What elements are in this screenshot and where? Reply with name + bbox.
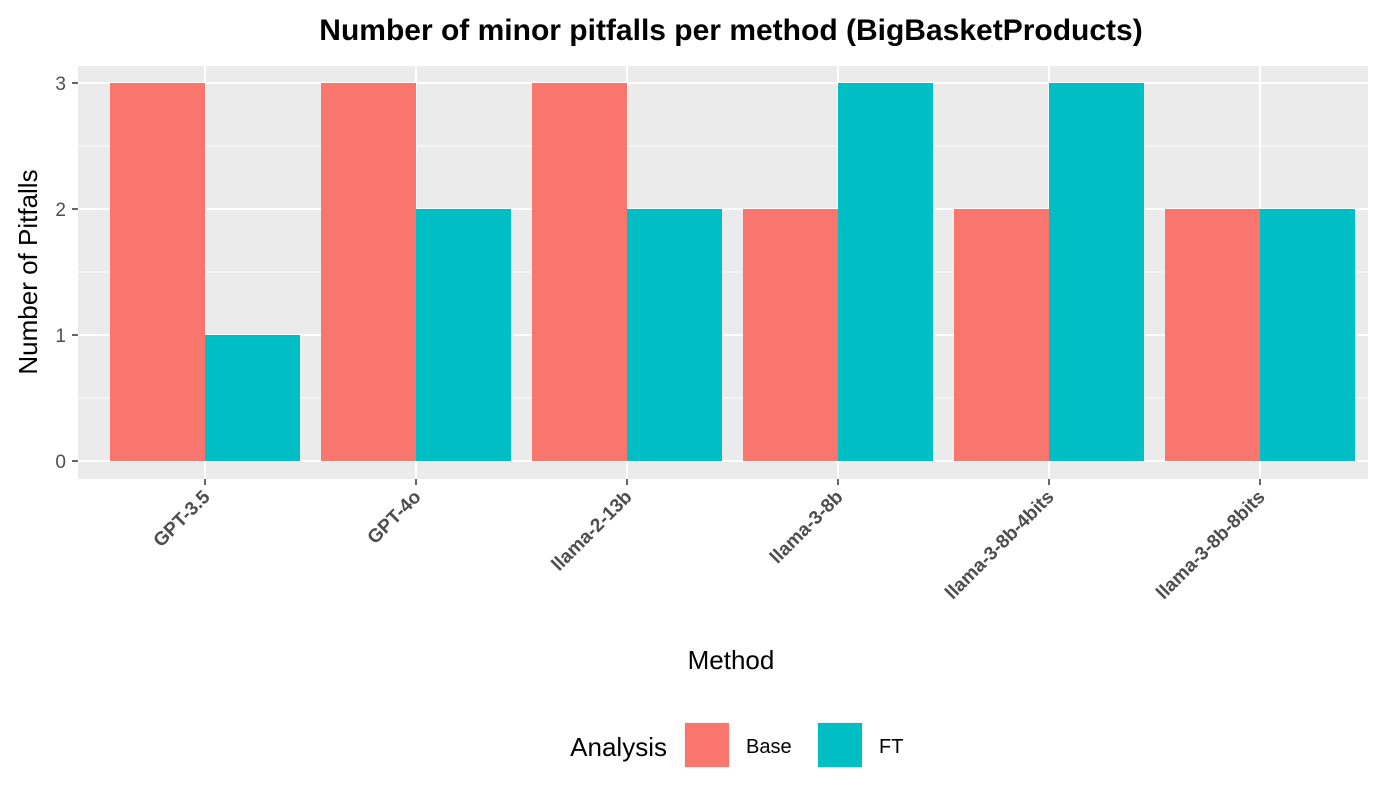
legend-title: Analysis [570,732,667,762]
bar-base-GPT-4o [321,83,416,461]
bar-base-GPT-3.5 [110,83,205,461]
bar-ft-GPT-4o [416,209,511,461]
x-tick-label: llama-2-13b [548,487,637,576]
legend-swatch-ft [818,723,862,767]
bar-ft-llama-2-13b [627,209,722,461]
y-tick-label: 0 [55,452,66,473]
bar-ft-llama-3-8b [838,83,933,461]
bars [110,83,1355,461]
legend-label-base: Base [746,736,792,758]
bar-ft-llama-3-8b-8bits [1260,209,1355,461]
legend: Analysis Base FT [570,722,903,768]
y-tick-label: 3 [55,74,66,95]
x-tick-label: GPT-3.5 [150,486,215,551]
x-axis: GPT-3.5 GPT-4o llama-2-13b llama-3-8b llama-… [150,479,1270,604]
x-tick-label: llama-3-8b-4bits [941,487,1058,604]
bar-ft-llama-3-8b-4bits [1049,83,1144,461]
x-tick-label: llama-3-8b [766,487,847,568]
y-axis: 0 1 2 3 [55,74,78,473]
legend-swatch-base [685,723,729,767]
legend-items: Base FT [684,722,903,768]
x-tick-label: GPT-4o [364,487,426,549]
y-tick-label: 2 [55,200,66,221]
y-axis-title: Number of Pitfalls [13,169,43,374]
legend-label-ft: FT [879,736,903,758]
bar-base-llama-3-8b [743,209,838,461]
bar-ft-GPT-3.5 [205,335,300,461]
bar-base-llama-3-8b-8bits [1165,209,1260,461]
x-tick-label: llama-3-8b-8bits [1152,487,1269,604]
y-tick-label: 1 [55,326,66,347]
bar-base-llama-2-13b [532,83,627,461]
chart-title: Number of minor pitfalls per method (Big… [319,14,1142,47]
x-axis-title: Method [688,645,775,675]
bar-base-llama-3-8b-4bits [954,209,1049,461]
